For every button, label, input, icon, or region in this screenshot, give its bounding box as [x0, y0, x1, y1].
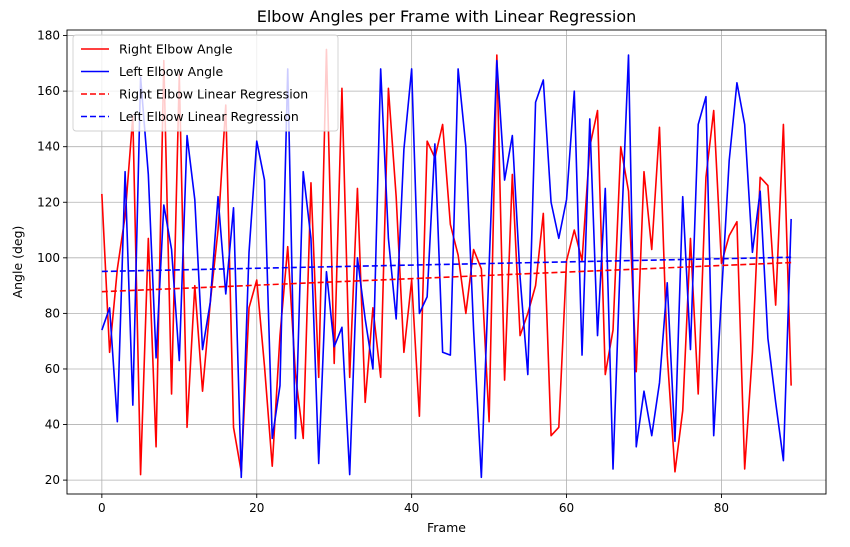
legend-label: Right Elbow Angle [119, 42, 233, 57]
series-line-left-elbow-linear-regression [101, 256, 792, 273]
chart-title: Elbow Angles per Frame with Linear Regre… [257, 7, 637, 26]
y-tick-label: 140 [37, 140, 60, 154]
x-axis-label: Frame [427, 520, 466, 535]
x-tick-label: 80 [714, 501, 729, 515]
plot-series [101, 48, 792, 479]
legend-box [72, 34, 339, 132]
y-axis-label: Angle (deg) [10, 226, 25, 299]
legend-label: Left Elbow Angle [119, 64, 224, 79]
x-tick-label: 60 [559, 501, 574, 515]
axis-ticks: 0 20 40 60 80 20 40 60 80 100 120 140 160 180 [37, 29, 729, 515]
series-line-left-elbow-angle [101, 54, 792, 479]
x-tick-label: 20 [249, 501, 264, 515]
plot-frame [66, 29, 827, 495]
legend-label: Left Elbow Linear Regression [119, 109, 299, 124]
y-tick-label: 20 [45, 473, 60, 487]
y-tick-label: 80 [45, 306, 60, 320]
y-tick-label: 100 [37, 251, 60, 265]
y-tick-label: 160 [37, 84, 60, 98]
y-tick-label: 60 [45, 362, 60, 376]
x-tick-label: 0 [98, 501, 106, 515]
legend-label: Right Elbow Linear Regression [119, 87, 308, 102]
legend: Right Elbow Angle Left Elbow Angle Right E… [72, 34, 339, 132]
y-tick-label: 40 [45, 418, 60, 432]
series-line-right-elbow-linear-regression [101, 261, 792, 293]
y-tick-label: 120 [37, 195, 60, 209]
grid-lines [67, 30, 826, 494]
x-tick-label: 40 [404, 501, 419, 515]
series-line-right-elbow-angle [101, 48, 792, 476]
y-tick-label: 180 [37, 29, 60, 43]
